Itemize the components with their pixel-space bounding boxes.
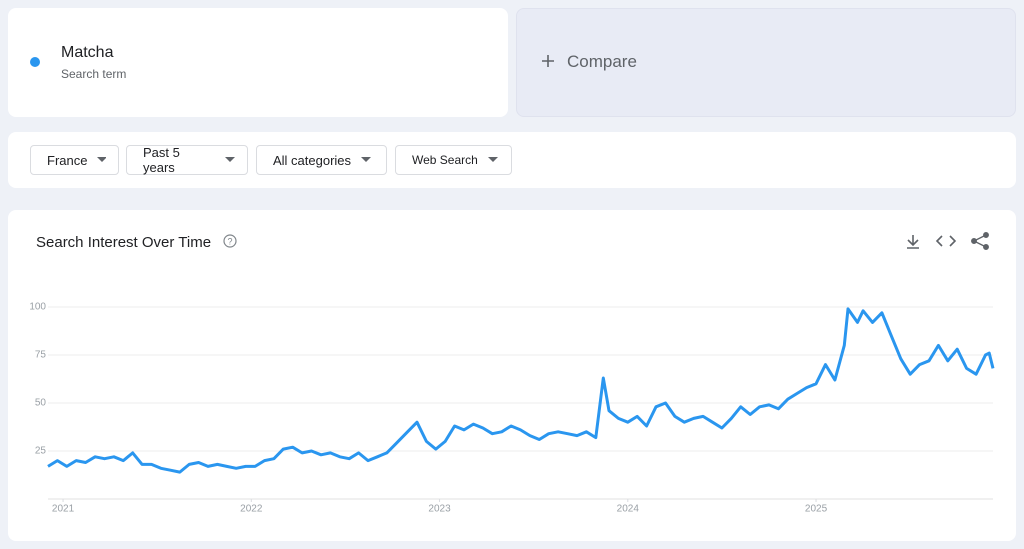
filter-label: Past 5 years xyxy=(143,145,180,175)
svg-text:?: ? xyxy=(227,236,232,246)
filter-dropdown[interactable]: Past 5 years xyxy=(126,145,248,175)
chart: Search Interest Over Time ? 25 50 75 100 202… xyxy=(29,232,995,515)
arrow xyxy=(361,157,372,162)
share-icon[interactable] xyxy=(971,232,989,250)
series-line xyxy=(47,307,995,474)
x-tick-label: 2025 xyxy=(805,504,828,515)
download-icon[interactable] xyxy=(907,235,919,249)
arrow xyxy=(97,157,106,162)
filter-bar: France Past 5 years All categories Web S… xyxy=(8,132,1016,188)
y-tick-label: 50 xyxy=(35,398,47,409)
embed-icon[interactable] xyxy=(935,235,957,247)
series-dot xyxy=(30,57,40,67)
chart-card: Search Interest Over Time ? 25 50 75 100 202… xyxy=(8,210,1016,541)
chart-title: Search Interest Over Time xyxy=(36,234,211,251)
x-tick-label: 2022 xyxy=(240,504,263,515)
term-subtitle: Search term xyxy=(61,67,127,81)
help-icon[interactable]: ? xyxy=(223,234,237,248)
term-card: Matcha Search term xyxy=(8,8,508,117)
x-tick-label: 2021 xyxy=(52,504,75,515)
y-tick-label: 25 xyxy=(35,446,47,457)
compare-card[interactable]: Compare xyxy=(516,8,1016,117)
filter-label: All categories xyxy=(273,152,352,168)
filter-label: Web Search xyxy=(412,153,478,167)
filter-label: France xyxy=(47,152,88,168)
arrow xyxy=(225,157,235,162)
filter-dropdown[interactable]: Web Search xyxy=(395,145,512,175)
x-tick-label: 2023 xyxy=(428,504,451,515)
y-tick-label: 75 xyxy=(35,350,47,361)
x-tick-label: 2024 xyxy=(617,504,640,515)
plus-icon xyxy=(542,55,554,67)
arrow xyxy=(487,157,498,162)
y-tick-label: 100 xyxy=(29,302,46,313)
term-name: Matcha xyxy=(61,44,114,61)
filter-dropdown[interactable]: France xyxy=(30,145,119,175)
filter-dropdown[interactable]: All categories xyxy=(256,145,387,175)
compare-label: Compare xyxy=(567,52,637,71)
